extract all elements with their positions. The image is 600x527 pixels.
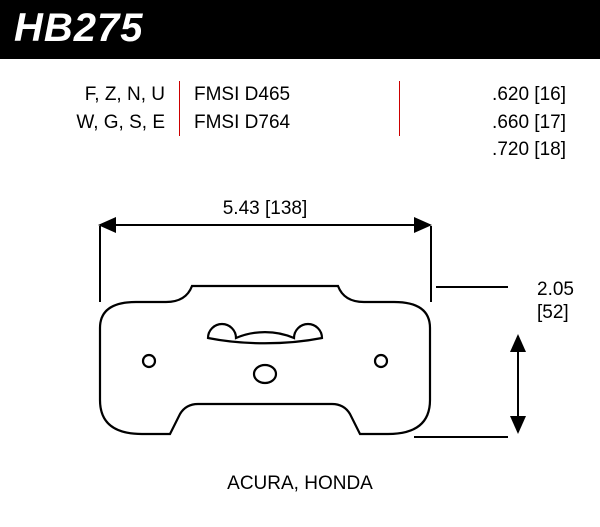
extension-line-bottom — [414, 436, 508, 438]
diagram-area: 5.43 [138] 2.05 [52] — [0, 188, 600, 458]
fmsi-1: FMSI D465 — [194, 81, 385, 109]
width-label: 5.43 [138] — [100, 198, 430, 220]
height-label: 2.05 [52] — [537, 278, 574, 326]
width-dimension-line — [100, 224, 430, 226]
specs-row: F, Z, N, U W, G, S, E FMSI D465 FMSI D76… — [0, 59, 600, 188]
fmsi-2: FMSI D764 — [194, 109, 385, 137]
arrow-up-icon — [510, 334, 526, 352]
fmsi-column: FMSI D465 FMSI D764 — [180, 81, 400, 136]
height-mm: [52] — [537, 301, 574, 325]
arrow-down-icon — [510, 416, 526, 434]
height-inches: 2.05 — [537, 278, 574, 302]
brake-pad-outline — [88, 284, 442, 444]
width-dimension: 5.43 [138] — [100, 198, 430, 226]
pad-center-hole — [254, 365, 276, 383]
header-bar: HB275 — [0, 0, 600, 59]
thickness-column: .620 [16] .660 [17] .720 [18] — [400, 81, 590, 164]
pad-clip-path — [208, 324, 322, 343]
height-dimension-line — [517, 336, 519, 432]
compounds-column: F, Z, N, U W, G, S, E — [10, 81, 180, 136]
thickness-1: .620 [16] — [400, 81, 566, 109]
compounds-line2: W, G, S, E — [10, 109, 165, 137]
pad-outer-path — [100, 286, 430, 434]
thickness-3: .720 [18] — [400, 136, 566, 164]
pad-rivet-left — [143, 355, 155, 367]
height-dimension: 2.05 [52] — [493, 278, 574, 326]
pad-rivet-right — [375, 355, 387, 367]
applications-footer: ACURA, HONDA — [0, 473, 600, 495]
compounds-line1: F, Z, N, U — [10, 81, 165, 109]
thickness-2: .660 [17] — [400, 109, 566, 137]
part-number: HB275 — [14, 6, 586, 51]
